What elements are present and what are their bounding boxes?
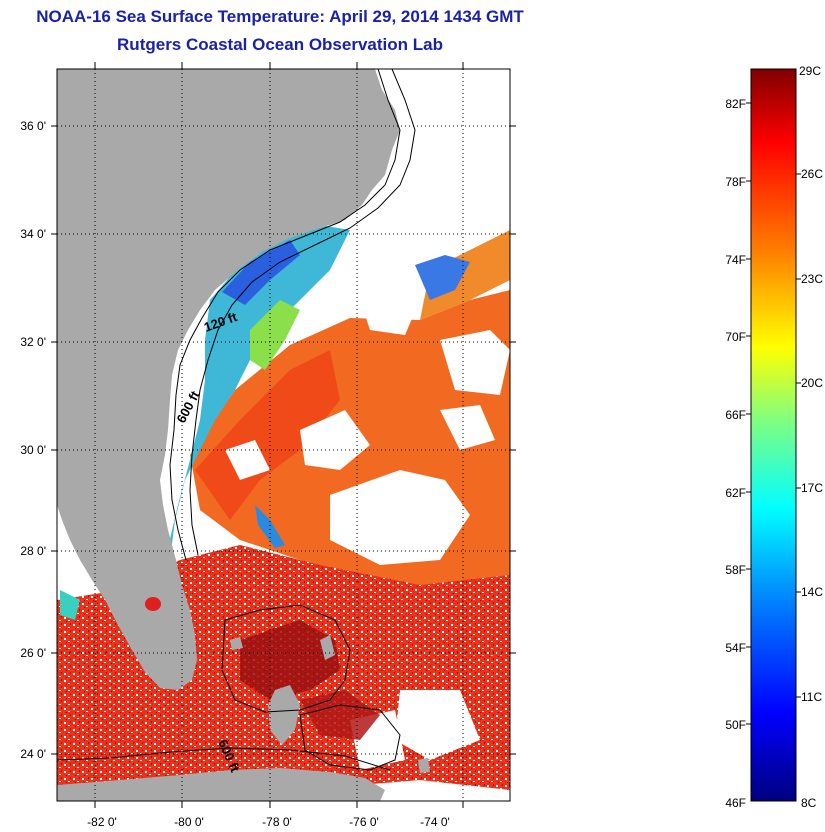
lat-labels: 36 0' 34 0' 32 0' 30 0' 28 0' 26 0' 24 0… <box>20 119 46 761</box>
sst-north-east <box>420 230 510 320</box>
isobath-bahamas <box>221 604 351 713</box>
colorbar-gradient <box>750 68 797 802</box>
lat-label: 30 0' <box>20 443 46 457</box>
lon-label: -80 0' <box>174 815 204 829</box>
colorbar-f-label: 66F <box>725 408 746 422</box>
colorbar-f-label: 50F <box>725 718 746 732</box>
lon-labels: -82 0' -80 0' -78 0' -76 0' -74 0' <box>87 815 450 829</box>
cloud-patch-6 <box>440 405 495 450</box>
colorbar: 82F 78F 74F 70F 66F 62F 58F 54F 50F 46F … <box>725 64 823 810</box>
sst-streak-1 <box>255 505 285 548</box>
colorbar-c-label: 20C <box>801 376 823 390</box>
cloud-patch-7 <box>395 690 480 760</box>
colorbar-c-label: 26C <box>801 167 823 181</box>
colorbar-c-label: 29C <box>799 64 821 78</box>
colorbar-f-label: 70F <box>725 330 746 344</box>
lon-label: -78 0' <box>262 815 292 829</box>
colorbar-c-label: 8C <box>801 796 817 810</box>
lat-label: 28 0' <box>20 544 46 558</box>
colorbar-f-label: 62F <box>725 486 746 500</box>
sst-shelf-cool <box>152 225 350 600</box>
isobath-cuba <box>57 747 391 771</box>
colorbar-f-label: 82F <box>725 97 746 111</box>
colorbar-c-label: 11C <box>801 690 822 704</box>
lon-label: -74 0' <box>420 815 450 829</box>
colorbar-f-label: 78F <box>725 175 746 189</box>
colorbar-f-label: 58F <box>725 563 746 577</box>
sst-map: 120 ft 600 ft 600 ft <box>57 69 510 801</box>
sst-streak-2 <box>60 590 80 620</box>
sst-warm-core <box>195 350 340 520</box>
lat-label: 36 0' <box>20 119 46 133</box>
colorbar-f-label: 74F <box>725 253 746 267</box>
map-ticks <box>51 62 516 808</box>
cloud-patch-4 <box>330 470 470 565</box>
colorbar-f-label: 54F <box>725 641 746 655</box>
bahamas-bank <box>240 620 340 700</box>
isobath-120ft <box>169 69 401 561</box>
colorbar-c-label: 23C <box>801 272 823 286</box>
map-subtitle: Rutgers Coastal Ocean Observation Lab <box>117 35 443 54</box>
sst-offshore-cool <box>415 255 470 300</box>
cloud-patch-1 <box>355 275 420 335</box>
lon-label: -82 0' <box>87 815 117 829</box>
sst-shelf-green <box>250 300 300 370</box>
land-andros <box>268 685 300 745</box>
colorbar-c-label: 14C <box>801 585 823 599</box>
sst-shelf-blue <box>222 240 300 305</box>
bahamas-bank-2 <box>300 690 380 740</box>
land-cuba <box>57 768 385 801</box>
isobath-600ft <box>189 69 416 556</box>
lon-label: -76 0' <box>349 815 379 829</box>
colorbar-f-label: 46F <box>725 796 746 810</box>
land-us-florida <box>57 69 400 690</box>
lat-label: 26 0' <box>20 646 46 660</box>
isobath-bahamas-2 <box>299 704 401 771</box>
cloud-patch-3 <box>300 410 370 470</box>
lat-label: 32 0' <box>20 335 46 349</box>
lat-label: 24 0' <box>20 747 46 761</box>
map-title: NOAA-16 Sea Surface Temperature: April 2… <box>36 7 524 26</box>
colorbar-c-label: 17C <box>801 481 823 495</box>
lat-label: 34 0' <box>20 227 46 241</box>
cloud-patch-5 <box>225 440 270 480</box>
cloud-patch-2 <box>440 330 510 395</box>
map-frame <box>56 68 511 802</box>
